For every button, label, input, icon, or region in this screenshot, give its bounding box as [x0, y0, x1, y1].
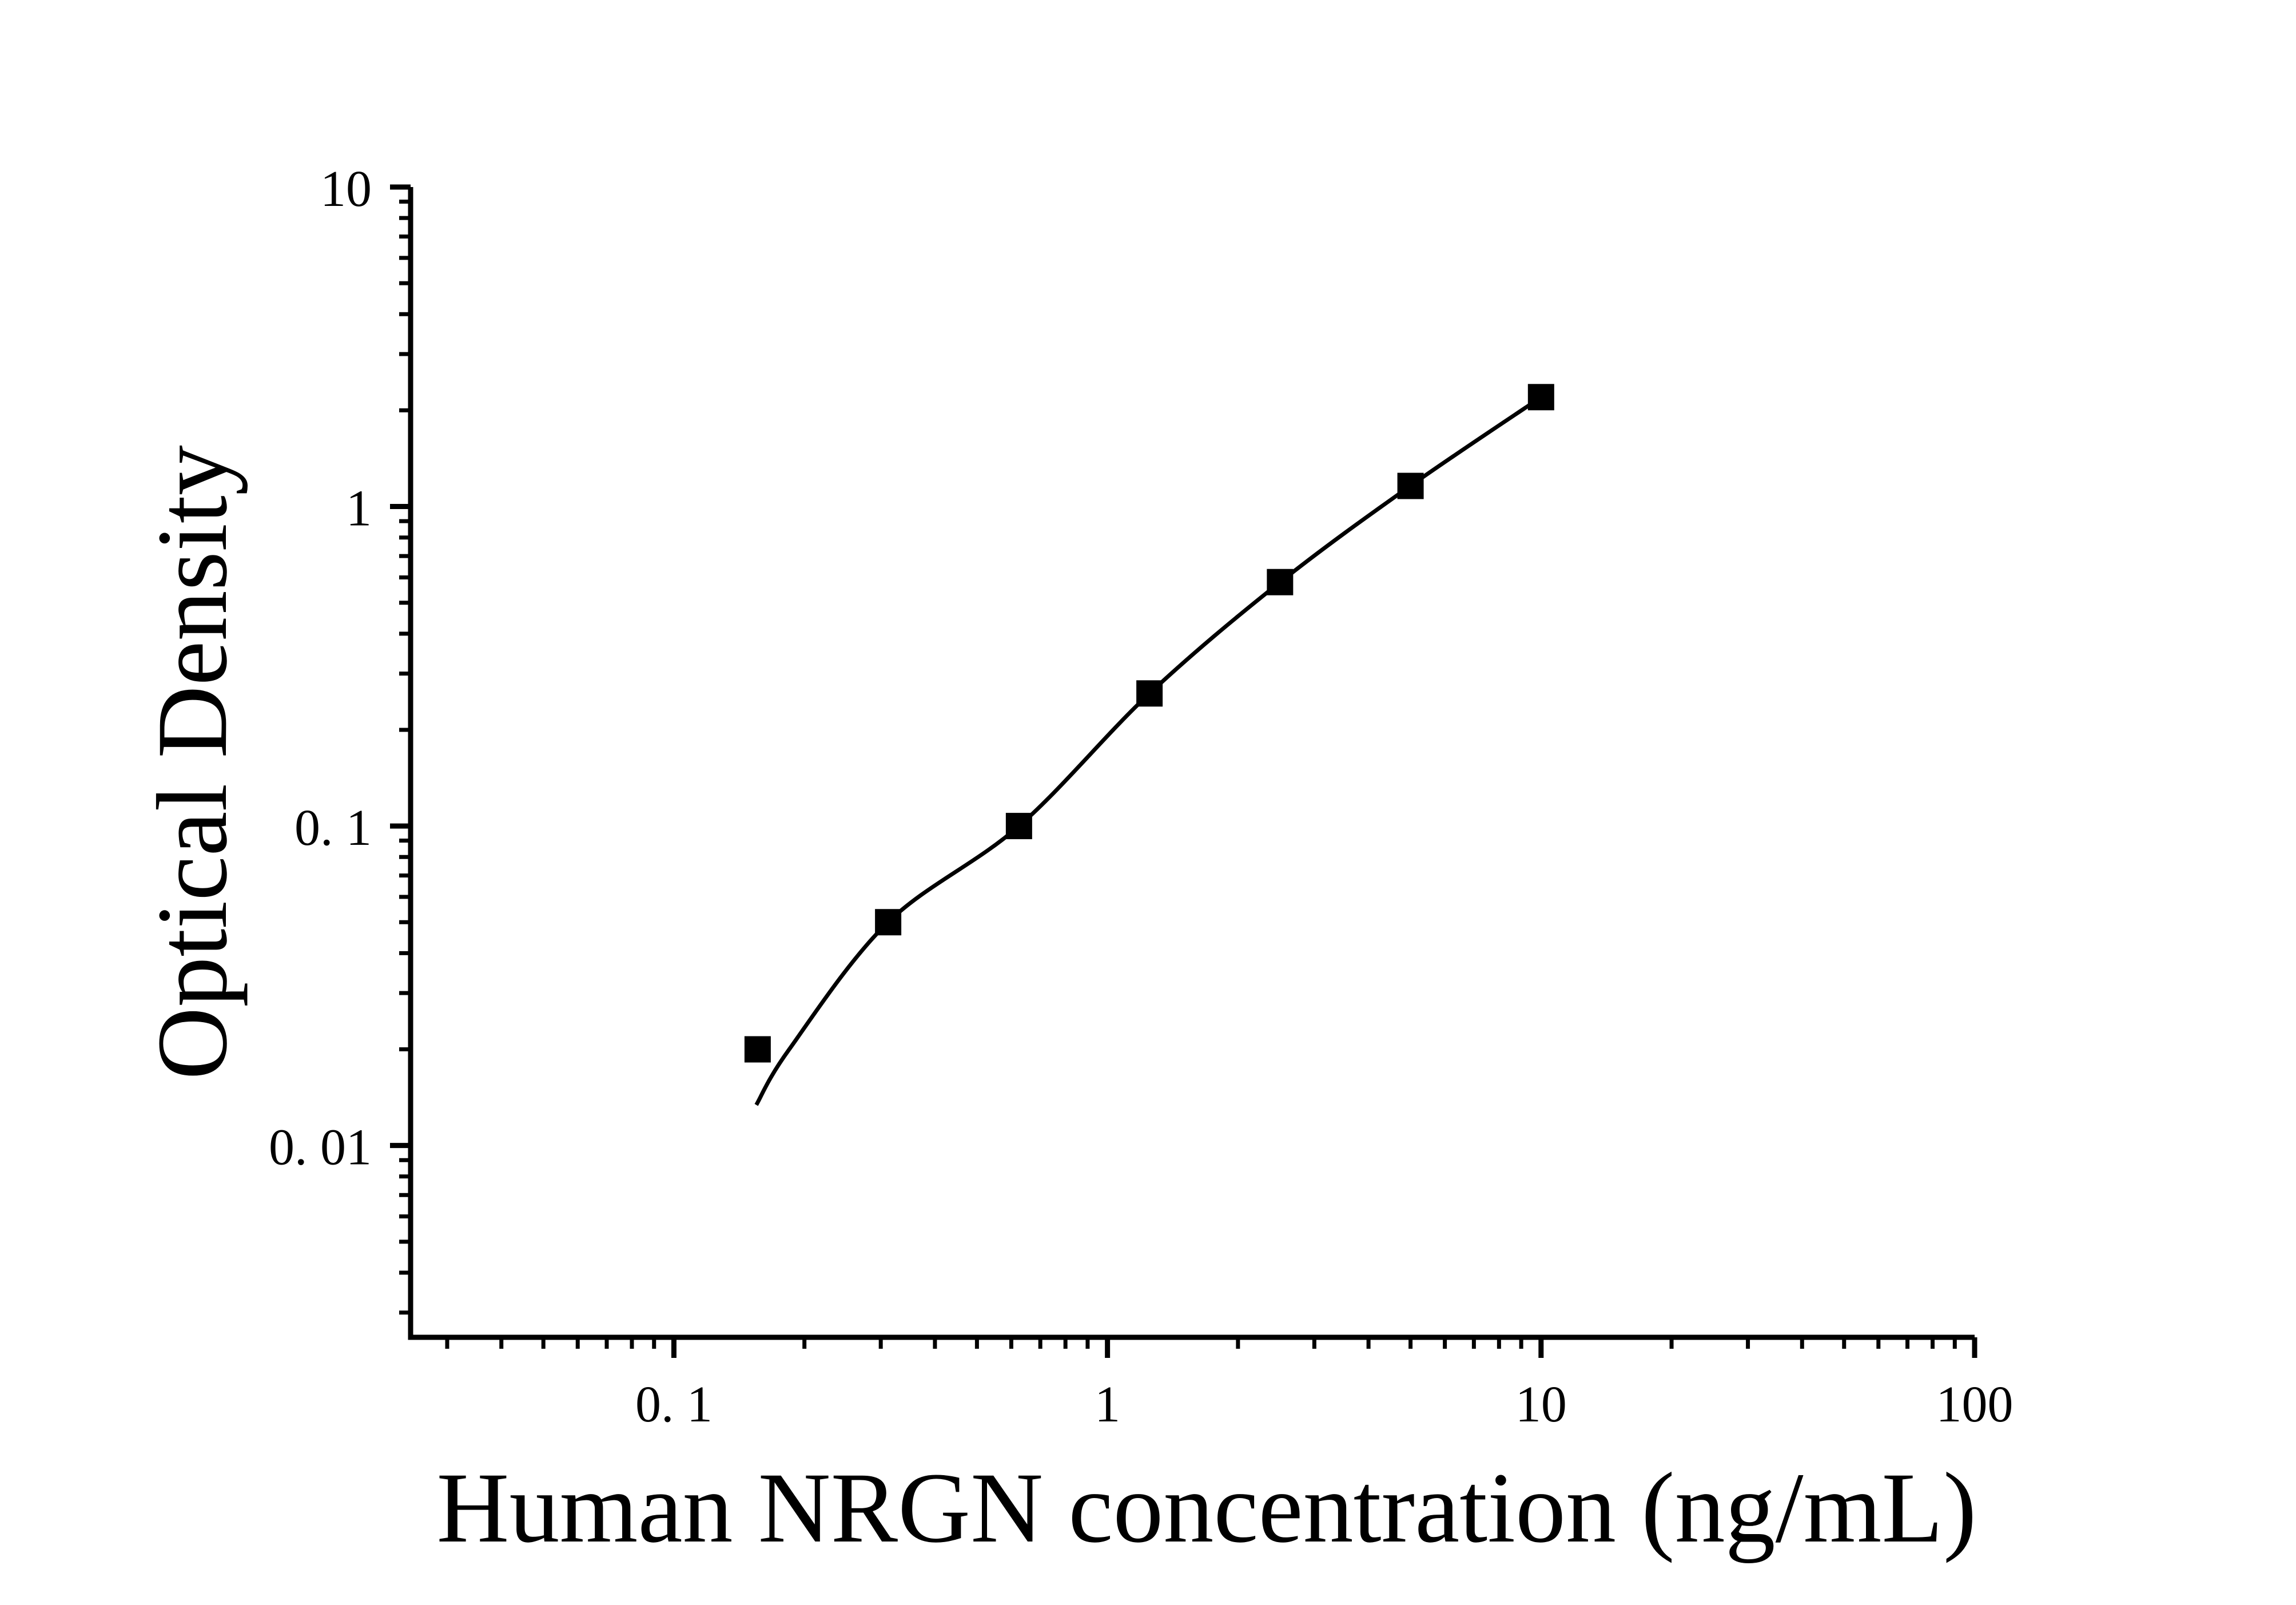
x-tick-label: 100	[1936, 1376, 2014, 1433]
x-axis-title: Human NRGN concentration (ng/mL)	[436, 1452, 1976, 1564]
data-point-marker	[1136, 680, 1163, 707]
y-axis-title: Optical Density	[137, 445, 248, 1080]
y-tick-label: 0. 01	[269, 1119, 372, 1176]
data-point-marker	[744, 1036, 771, 1063]
axes-group	[408, 187, 1975, 1340]
ticks-group	[390, 184, 1977, 1358]
data-point-marker	[875, 909, 902, 936]
y-tick-label: 1	[346, 480, 372, 537]
x-tick-label: 0. 1	[635, 1376, 713, 1433]
tick-labels-group: 0. 1 1 10 100 0. 01 0. 1 1 10	[269, 161, 2014, 1433]
fit-curve-group	[754, 395, 1542, 1106]
fit-curve	[754, 395, 1542, 1106]
y-tick-label: 10	[320, 161, 372, 217]
x-tick-label: 1	[1095, 1376, 1120, 1433]
data-point-marker	[1397, 472, 1424, 499]
y-tick-label: 0. 1	[295, 800, 372, 856]
data-point-marker	[1005, 813, 1032, 840]
data-point-marker	[1527, 384, 1554, 411]
x-tick-label: 10	[1515, 1376, 1567, 1433]
data-point-marker	[1267, 569, 1294, 595]
axis-spines	[408, 187, 1975, 1340]
data-points-group	[744, 384, 1554, 1063]
